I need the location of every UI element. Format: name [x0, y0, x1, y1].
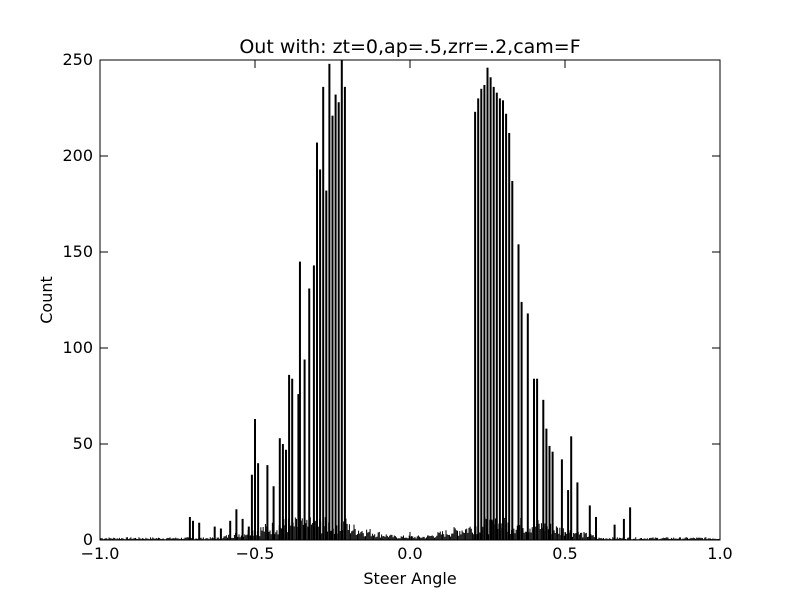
y-tick-label: 50: [73, 434, 93, 453]
y-axis-label: Count: [37, 276, 56, 324]
histogram-bar: [297, 394, 300, 540]
histogram-bar: [334, 94, 337, 540]
histogram-bar: [542, 399, 545, 540]
histogram-bar: [588, 505, 591, 540]
histogram-bar: [520, 301, 523, 540]
histogram-bar: [272, 486, 275, 540]
axis-ticks: −1.0 −0.5 0.0 0.5 1.0 0 50 100 150 200 250: [62, 50, 732, 563]
histogram-bar: [285, 449, 287, 540]
histogram-bar: [188, 516, 191, 540]
histogram-bar: [254, 419, 256, 540]
background-bars: [100, 517, 721, 540]
histogram-bar: [257, 463, 260, 540]
histogram-bar: [250, 474, 253, 540]
histogram-bar: [489, 77, 492, 540]
histogram-bar: [536, 378, 539, 540]
histogram-bar: [337, 102, 340, 541]
histogram-bar: [595, 516, 597, 540]
histogram-bar: [343, 86, 346, 540]
histogram-bar: [480, 88, 483, 541]
y-tick-label: 100: [62, 338, 93, 357]
histogram-bar: [560, 459, 563, 540]
histogram-bar: [551, 451, 554, 540]
data-bars: [188, 60, 632, 541]
histogram-bar: [502, 100, 504, 540]
histogram-bar: [548, 445, 551, 540]
histogram-bar: [312, 265, 315, 540]
histogram-bar: [576, 482, 579, 540]
y-tick-label: 0: [83, 530, 93, 549]
histogram-bar: [219, 528, 222, 540]
histogram-bar: [511, 180, 514, 540]
histogram-bar: [278, 438, 281, 540]
histogram-bar: [247, 526, 250, 540]
histogram-bar: [533, 378, 535, 540]
histogram-bar: [495, 92, 498, 540]
histogram-bar: [198, 522, 201, 540]
histogram-bar: [483, 84, 486, 541]
histogram-bar: [340, 60, 343, 540]
histogram-bar: [492, 86, 495, 540]
histogram-bar: [613, 524, 616, 540]
plot-frame: [99, 59, 721, 541]
y-tick-label: 250: [62, 50, 93, 69]
histogram-bar: [325, 190, 328, 540]
histogram-bar: [303, 359, 306, 540]
histogram-bar: [474, 111, 477, 540]
histogram-bar: [322, 86, 325, 540]
histogram-bar: [241, 518, 244, 540]
x-axis-label: Steer Angle: [363, 569, 456, 588]
chart-title: Out with: zt=0,ap=.5,zrr=.2,cam=F: [239, 36, 580, 58]
background-bar-texture: [100, 517, 721, 540]
histogram-bar: [288, 374, 291, 540]
histogram-bar: [235, 509, 238, 540]
histogram-bar: [331, 115, 334, 541]
histogram-bar: [319, 169, 322, 540]
histogram-bar: [517, 244, 520, 540]
histogram-bar: [213, 526, 216, 540]
histogram-bar: [229, 520, 232, 540]
histogram-bar: [266, 465, 269, 540]
histogram-bar: [570, 436, 573, 540]
histogram-bar: [545, 428, 548, 540]
histogram-bar: [505, 113, 508, 540]
x-tick-label: 0.5: [552, 544, 577, 563]
x-tick-label: −0.5: [236, 544, 275, 563]
histogram-bar: [291, 378, 294, 540]
histogram-bar: [508, 132, 511, 540]
x-tick-label: 0.0: [397, 544, 422, 563]
x-tick-label: 1.0: [707, 544, 732, 563]
histogram-bar: [629, 507, 632, 540]
histogram-bar: [308, 288, 311, 540]
histogram-bar: [298, 261, 301, 540]
histogram-bar: [316, 142, 318, 540]
histogram-bar: [498, 98, 501, 541]
histogram-bar: [192, 520, 194, 540]
histogram-bar: [526, 313, 529, 540]
y-tick-label: 150: [62, 242, 93, 261]
histogram-bar: [281, 444, 284, 540]
x-tick-label: −1.0: [81, 544, 120, 563]
histogram-bar: [328, 63, 331, 541]
histogram-bar: [567, 490, 570, 540]
histogram-bar: [486, 67, 489, 541]
histogram-bar: [622, 518, 625, 540]
y-tick-label: 200: [62, 146, 93, 165]
histogram-bar: [477, 98, 480, 541]
